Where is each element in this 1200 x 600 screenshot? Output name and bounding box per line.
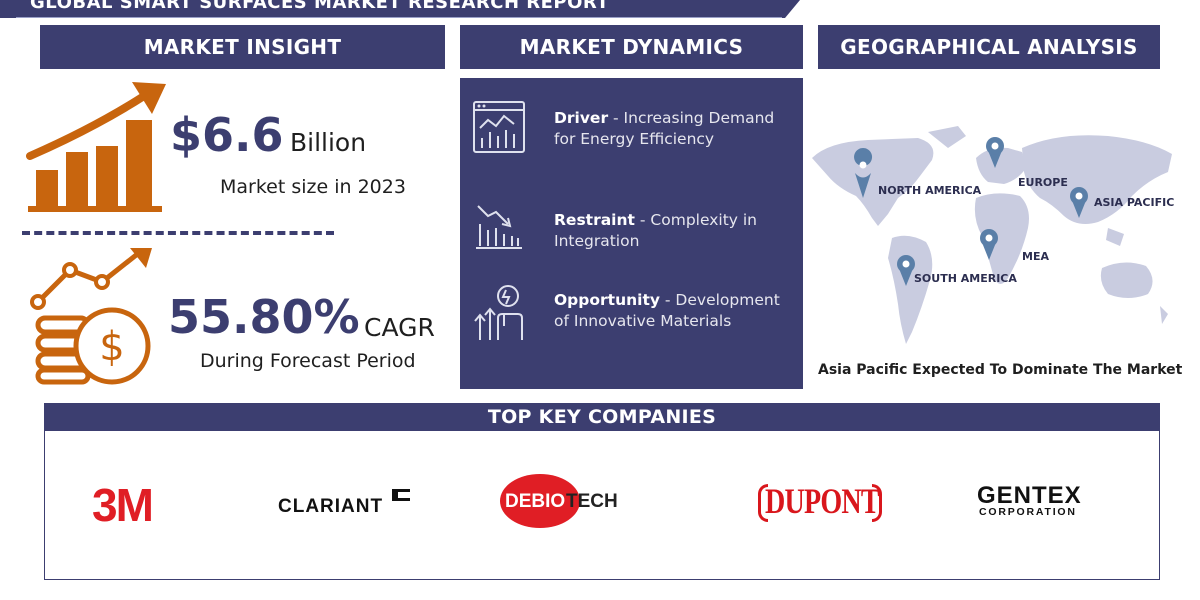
restraint-text: Restraint - Complexity in Integration [554,210,794,252]
svg-text:$: $ [99,324,124,370]
driver-item: Driver - Increasing Demand for Energy Ef… [460,100,803,180]
world-map [812,126,1172,344]
opportunity-item: Opportunity - Development of Innovative … [460,282,803,362]
region-north-america: NORTH AMERICA [878,184,982,197]
market-size-caption: Market size in 2023 [220,176,406,198]
restraint-description: - Complexity in Integration [554,211,758,250]
dupont-oval-left [758,484,768,522]
market-dynamics-header: MARKET DYNAMICS [460,25,803,69]
divider [22,231,334,235]
logo-clariant: CLARIANT [278,496,384,517]
logo-gentex-corporation: CORPORATION [979,506,1077,518]
logo-debiotech-part1: DEBIO [505,491,566,512]
geo-dominance-caption: Asia Pacific Expected To Dominate The Ma… [818,362,1183,378]
market-size-value: $6.6 [170,108,284,162]
market-size-unit: Billion [290,128,367,157]
growth-chart-icon [26,82,166,212]
logo-debiotech-part2: TECH [566,491,618,512]
driver-text: Driver - Increasing Demand for Energy Ef… [554,108,794,150]
logo-dupont: DUPONT [765,481,880,521]
market-insight-header: MARKET INSIGHT [40,25,445,69]
innovation-bulb-icon [474,285,523,340]
geographical-analysis-header: GEOGRAPHICAL ANALYSIS [818,25,1160,69]
opportunity-label: Opportunity [554,291,660,309]
location-pin-icon [854,148,873,198]
region-asia-pacific: ASIA PACIFIC [1094,196,1175,209]
opportunity-text: Opportunity - Development of Innovative … [554,290,794,332]
banner-shape [0,0,800,18]
analytics-screen-icon [473,101,525,153]
opportunity-description: - Development of Innovative Materials [554,291,780,330]
restraint-item: Restraint - Complexity in Integration [460,202,803,282]
top-key-companies-header: TOP KEY COMPANIES [44,403,1160,431]
market-dynamics-panel: Driver - Increasing Demand for Energy Ef… [460,78,803,389]
clariant-mark-icon [392,489,410,501]
report-title-banner: GLOBAL SMART SURFACES MARKET RESEARCH RE… [0,0,800,18]
cagr-unit: CAGR [364,313,435,342]
dupont-oval-right [872,484,882,522]
cagr-caption: During Forecast Period [200,350,416,372]
report-title: GLOBAL SMART SURFACES MARKET RESEARCH RE… [30,0,610,13]
restraint-label: Restraint [554,211,635,229]
debiotech-oval [500,474,580,528]
logo-3m: 3M [92,479,154,531]
driver-label: Driver [554,109,609,127]
driver-description: - Increasing Demand for Energy Efficienc… [554,109,775,148]
cagr-value: 55.80% [168,290,360,344]
region-europe: EUROPE [1018,176,1068,189]
logo-gentex: GENTEX [977,482,1082,509]
region-mea: MEA [1022,250,1049,263]
declining-bars-icon [476,205,522,249]
region-south-america: SOUTH AMERICA [914,272,1017,285]
coins-dollar-icon: $ [30,248,152,385]
